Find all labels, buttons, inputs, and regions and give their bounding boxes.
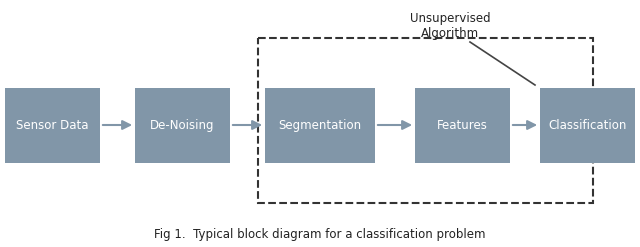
Bar — [415, 88, 510, 163]
Text: Sensor Data: Sensor Data — [16, 119, 89, 132]
Bar — [5, 88, 100, 163]
Bar — [540, 88, 635, 163]
Text: Segmentation: Segmentation — [278, 119, 362, 132]
Bar — [265, 88, 375, 163]
Text: Features: Features — [437, 119, 488, 132]
Text: Fig 1.  Typical block diagram for a classification problem: Fig 1. Typical block diagram for a class… — [154, 228, 486, 241]
Text: De-Noising: De-Noising — [150, 119, 215, 132]
Bar — [258, 38, 593, 203]
Bar — [135, 88, 230, 163]
Text: Unsupervised: Unsupervised — [410, 12, 490, 25]
Text: Classification: Classification — [548, 119, 627, 132]
Text: Algorithm: Algorithm — [421, 27, 479, 40]
